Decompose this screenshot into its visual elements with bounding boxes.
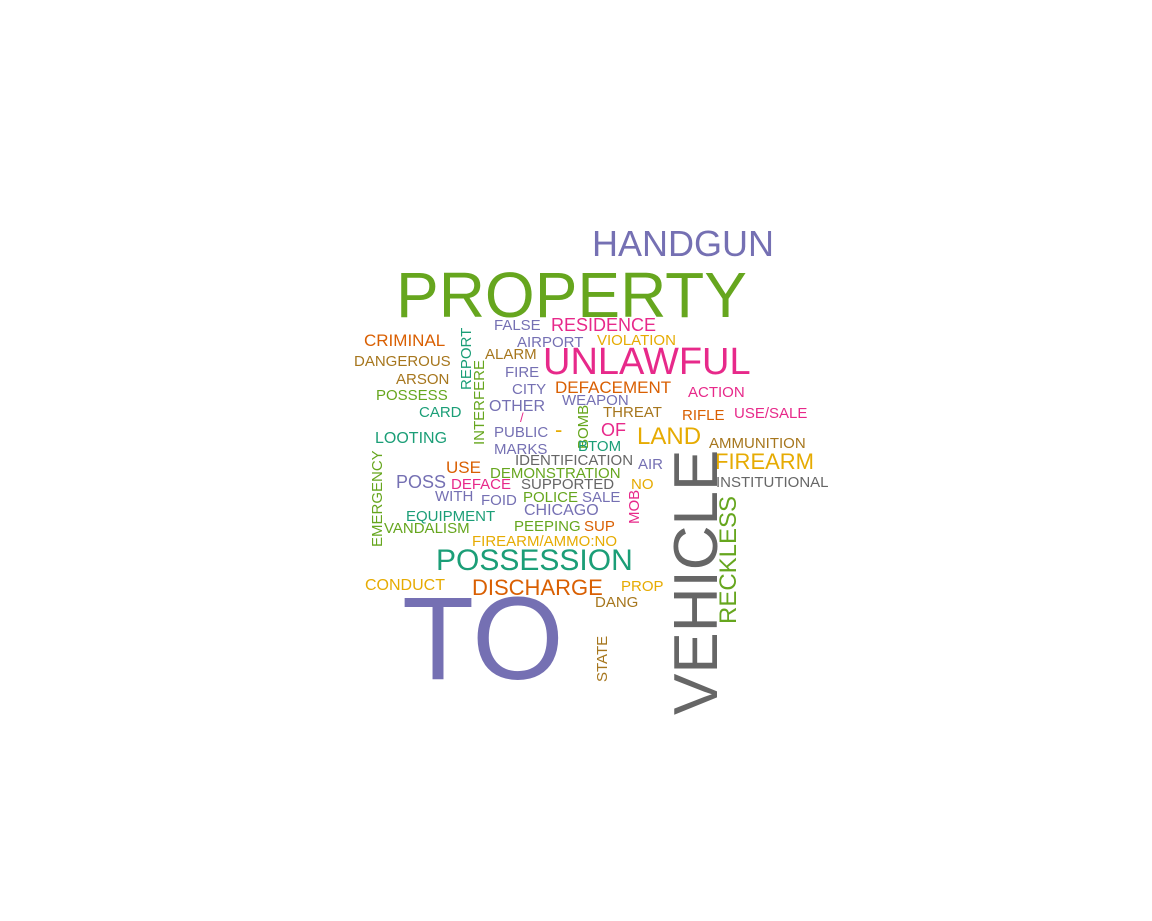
word-property: PROPERTY	[396, 259, 747, 331]
word-criminal: CRIMINAL	[364, 331, 446, 350]
word-firearm: FIREARM	[715, 449, 814, 474]
word-sale: SALE	[582, 489, 621, 506]
word-weapon: WEAPON	[562, 392, 629, 409]
word-marks: MARKS	[494, 441, 548, 458]
word-other: OTHER	[489, 398, 545, 415]
word-possession: POSSESSION	[436, 544, 633, 577]
word-discharge: DISCHARGE	[472, 575, 603, 600]
word-air: AIR	[638, 456, 664, 473]
word-institutional: INSTITUTIONAL	[716, 474, 829, 491]
word-alarm: ALARM	[485, 346, 537, 363]
word-use-sale: USE/SALE	[734, 405, 808, 422]
word-mob: MOB	[626, 489, 643, 524]
word-symbol-26: -	[555, 417, 563, 442]
word-false: FALSE	[494, 317, 541, 334]
word-firearm-ammo-no: FIREARM/AMMO:NO	[472, 533, 617, 550]
word-possess: POSSESS	[376, 387, 448, 404]
word-of: OF	[601, 420, 626, 440]
word-deface: DEFACE	[451, 476, 512, 493]
word-unlawful: UNLAWFUL	[543, 341, 751, 383]
word-peeping: PEEPING	[514, 518, 581, 535]
word-sup: SUP	[584, 518, 615, 535]
word-defacement: DEFACEMENT	[555, 378, 672, 397]
word-land: LAND	[637, 423, 702, 450]
word-rifle: RIFLE	[682, 407, 725, 424]
word-to: TO	[402, 573, 564, 705]
word-prop: PROP	[621, 578, 664, 595]
word-conduct: CONDUCT	[365, 577, 445, 594]
word-looting: LOOTING	[375, 430, 448, 447]
word-symbol-24: /	[520, 410, 524, 425]
word-btom: BTOM	[578, 438, 622, 455]
word-public: PUBLIC	[494, 424, 549, 441]
word-card: CARD	[419, 404, 462, 421]
word-arson: ARSON	[396, 371, 450, 388]
word-reckless: RECKLESS	[715, 495, 742, 624]
word-supported: SUPPORTED	[521, 476, 615, 493]
word-dang: DANG	[595, 594, 639, 611]
word-action: ACTION	[688, 384, 745, 401]
word-fire: FIRE	[505, 364, 540, 381]
word-chicago: CHICAGO	[524, 502, 599, 519]
word-residence: RESIDENCE	[551, 315, 657, 335]
word-airport: AIRPORT	[517, 334, 584, 351]
word-foid: FOID	[481, 492, 517, 509]
word-police: POLICE	[523, 489, 579, 506]
word-use: USE	[446, 458, 481, 477]
word-state: STATE	[594, 635, 611, 682]
word-vandalism: VANDALISM	[384, 520, 470, 537]
word-ammunition: AMMUNITION	[709, 435, 806, 452]
word-with: WITH	[435, 488, 474, 505]
word-emergency: EMERGENCY	[369, 450, 386, 547]
word-poss: POSS	[396, 472, 447, 492]
word-dangerous: DANGEROUS	[354, 353, 451, 370]
word-violation: VIOLATION	[597, 332, 676, 349]
word-handgun: HANDGUN	[592, 223, 775, 264]
word-threat: THREAT	[603, 404, 662, 421]
word-no: NO	[631, 476, 654, 493]
word-identification: IDENTIFICATION	[515, 452, 634, 469]
word-interfere: INTERFERE	[471, 359, 488, 445]
word-demonstration: DEMONSTRATION	[490, 465, 621, 482]
word-city: CITY	[512, 381, 547, 398]
word-equipment: EQUIPMENT	[406, 508, 496, 525]
